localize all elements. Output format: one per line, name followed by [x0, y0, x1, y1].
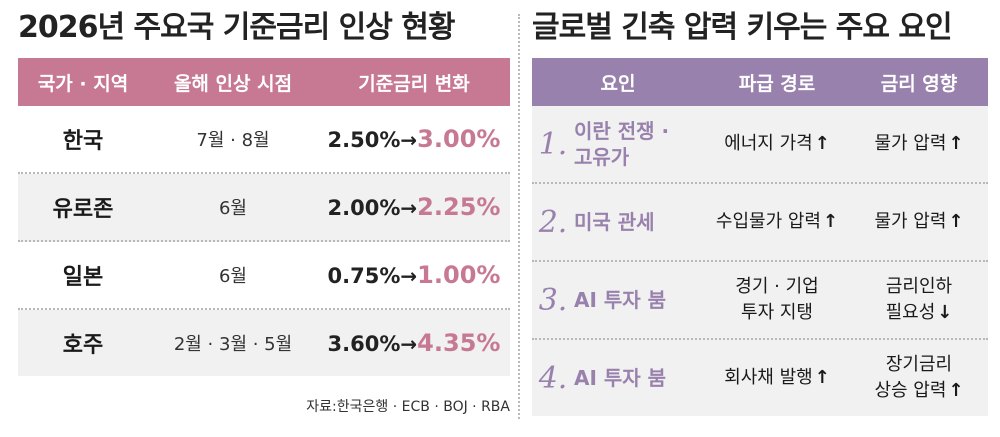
factor-cell: 4. AI 투자 붐 [532, 361, 704, 396]
rate-from: 2.50% [327, 128, 401, 152]
arrow-right-icon: → [400, 264, 418, 288]
country-name: 유로존 [52, 197, 114, 222]
rate-to: 2.25% [417, 193, 501, 221]
rate-to: 3.00% [417, 125, 501, 153]
factor-name: AI 투자 붐 [574, 366, 667, 390]
header-rate-effect: 금리 영향 [880, 72, 958, 95]
hike-timing: 2월 · 3월 · 5월 [173, 334, 293, 355]
effect-text: 필요성 [885, 302, 936, 323]
rate-to: 4.35% [417, 329, 501, 357]
rate-change: 3.60%→4.35% [318, 329, 510, 357]
arrow-right-icon: → [400, 196, 418, 220]
factor-name: AI 투자 붐 [574, 288, 667, 312]
table-row: 호주 2월 · 3월 · 5월 3.60%→4.35% [18, 310, 510, 376]
rate-from: 0.75% [327, 264, 401, 288]
factor-number: 2. [538, 204, 568, 240]
factor-cell: 3. AI 투자 붐 [532, 283, 704, 318]
arrow-up-icon: ↑ [823, 211, 839, 232]
country-name: 한국 [62, 129, 104, 154]
effect-cell: 물가 압력 ↑ [850, 209, 988, 235]
factor-name-line: 이란 전쟁 · [574, 119, 670, 143]
channel-text: 경기 · 기업 [735, 276, 819, 297]
rate-table-header: 국가 · 지역 올해 인상 시점 기준금리 변화 [18, 58, 510, 106]
country-name: 일본 [62, 265, 104, 290]
arrow-up-icon: ↑ [948, 380, 964, 401]
factor-cell: 2. 미국 관세 [532, 205, 704, 240]
arrow-right-icon: → [400, 128, 418, 152]
rate-change: 2.00%→2.25% [318, 193, 510, 221]
effect-text: 물가 압력 [874, 211, 947, 232]
rate-from: 3.60% [327, 332, 401, 356]
arrow-up-icon: ↑ [814, 133, 830, 154]
factors-table-header: 요인 파급 경로 금리 영향 [532, 58, 988, 106]
rate-change: 0.75%→1.00% [318, 261, 510, 289]
table-row: 1. 이란 전쟁 · 고유가 에너지 가격 ↑ 물가 압력 ↑ [532, 106, 988, 184]
hike-timing: 6월 [218, 266, 247, 287]
table-row: 4. AI 투자 붐 회사채 발행 ↑ 장기금리 상승 압력 ↑ [532, 340, 988, 416]
table-row: 유로존 6월 2.00%→2.25% [18, 174, 510, 242]
tightening-factors-panel: 글로벌 긴축 압력 키우는 주요 요인 요인 파급 경로 금리 영향 1. 이란… [532, 0, 988, 416]
factor-number: 1. [538, 126, 568, 162]
channel-cell: 회사채 발행 ↑ [704, 365, 850, 391]
channel-cell: 수입물가 압력 ↑ [704, 209, 850, 235]
country-name: 호주 [62, 333, 104, 358]
table-row: 한국 7월 · 8월 2.50%→3.00% [18, 106, 510, 174]
arrow-up-icon: ↑ [948, 211, 964, 232]
arrow-right-icon: → [400, 332, 418, 356]
factors-table-body: 1. 이란 전쟁 · 고유가 에너지 가격 ↑ 물가 압력 ↑ 2. 미국 관세 수입… [532, 106, 988, 416]
channel-text: 수입물가 압력 [715, 211, 821, 232]
effect-text: 물가 압력 [874, 133, 947, 154]
rate-change: 2.50%→3.00% [318, 125, 510, 153]
header-factor: 요인 [600, 72, 636, 95]
channel-text: 투자 지탱 [741, 302, 813, 323]
factor-name: 이란 전쟁 · 고유가 [574, 118, 669, 170]
channel-text: 회사채 발행 [724, 367, 813, 388]
arrow-up-icon: ↑ [948, 133, 964, 154]
hike-timing: 7월 · 8월 [196, 130, 270, 151]
table-row: 2. 미국 관세 수입물가 압력 ↑ 물가 압력 ↑ [532, 184, 988, 262]
rate-hike-panel: 2026년 주요국 기준금리 인상 현황 국가 · 지역 올해 인상 시점 기준… [18, 0, 510, 415]
factors-title: 글로벌 긴축 압력 키우는 주요 요인 [532, 10, 953, 45]
panel-divider [518, 14, 520, 419]
header-channel: 파급 경로 [738, 72, 816, 95]
source-note: 자료:한국은행 · ECB · BOJ · RBA [306, 399, 510, 415]
channel-text: 에너지 가격 [724, 133, 813, 154]
effect-cell: 물가 압력 ↑ [850, 131, 988, 157]
factor-name-line: 고유가 [574, 145, 630, 169]
effect-text: 금리인하 [885, 276, 953, 297]
channel-cell: 에너지 가격 ↑ [704, 131, 850, 157]
factor-number: 4. [538, 360, 568, 396]
header-rate-change: 기준금리 변화 [358, 72, 470, 95]
rate-hike-title: 2026년 주요국 기준금리 인상 현황 [18, 10, 455, 45]
rate-from: 2.00% [327, 196, 401, 220]
effect-text: 장기금리 [885, 354, 953, 375]
arrow-down-icon: ↓ [937, 302, 953, 323]
arrow-up-icon: ↑ [814, 367, 830, 388]
hike-timing: 6월 [218, 198, 247, 219]
factor-number: 3. [538, 282, 568, 318]
rate-to: 1.00% [417, 261, 501, 289]
effect-text: 상승 압력 [874, 380, 947, 401]
rate-table-body: 한국 7월 · 8월 2.50%→3.00% 유로존 6월 2.00%→2.25… [18, 106, 510, 376]
factor-cell: 1. 이란 전쟁 · 고유가 [532, 118, 704, 170]
header-country: 국가 · 지역 [37, 72, 129, 95]
table-row: 일본 6월 0.75%→1.00% [18, 242, 510, 310]
header-timing: 올해 인상 시점 [173, 72, 293, 95]
factor-name: 미국 관세 [574, 210, 655, 234]
